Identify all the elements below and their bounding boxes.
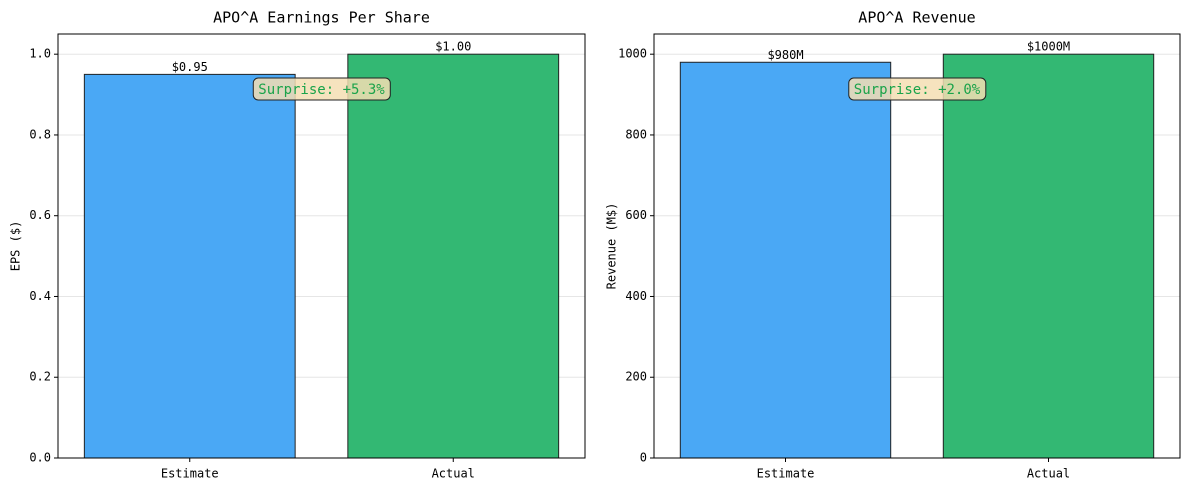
annotation: Surprise: +2.0% [854, 82, 981, 98]
x-tick-label: Estimate [757, 467, 815, 481]
bar [942, 53, 1155, 459]
bar [679, 61, 892, 459]
value-label: $1.00 [435, 40, 471, 54]
y-tick-label: 0 [640, 451, 647, 465]
x-tick-label: Actual [1027, 467, 1070, 481]
chart-title: APO^A Revenue [858, 9, 975, 27]
y-tick-label: 0.6 [29, 208, 51, 222]
y-tick-label: 0.4 [29, 289, 51, 303]
bar [83, 73, 296, 459]
axes-frame [57, 33, 586, 459]
annotation-box [848, 77, 987, 101]
value-label: $1000M [1027, 40, 1070, 54]
y-tick-label: 400 [625, 289, 647, 303]
value-label: $980M [767, 48, 803, 62]
y-tick-label: 1000 [618, 47, 647, 61]
x-tick-label: Estimate [161, 467, 219, 481]
y-tick-label: 200 [625, 370, 647, 384]
y-tick-label: 0.8 [29, 127, 51, 141]
value-label: $0.95 [172, 60, 208, 74]
y-tick-label: 0.0 [29, 451, 51, 465]
y-axis-label: EPS ($) [9, 221, 23, 272]
y-axis-label: Revenue (M$) [605, 203, 619, 290]
y-tick-label: 600 [625, 208, 647, 222]
y-tick-label: 800 [625, 127, 647, 141]
bar [347, 53, 560, 459]
annotation-box [252, 77, 391, 101]
y-tick-label: 1.0 [29, 47, 51, 61]
annotation: Surprise: +5.3% [258, 82, 385, 98]
y-tick-label: 0.2 [29, 370, 51, 384]
chart-title: APO^A Earnings Per Share [213, 9, 430, 27]
x-tick-label: Actual [432, 467, 475, 481]
axes-frame [653, 33, 1181, 459]
